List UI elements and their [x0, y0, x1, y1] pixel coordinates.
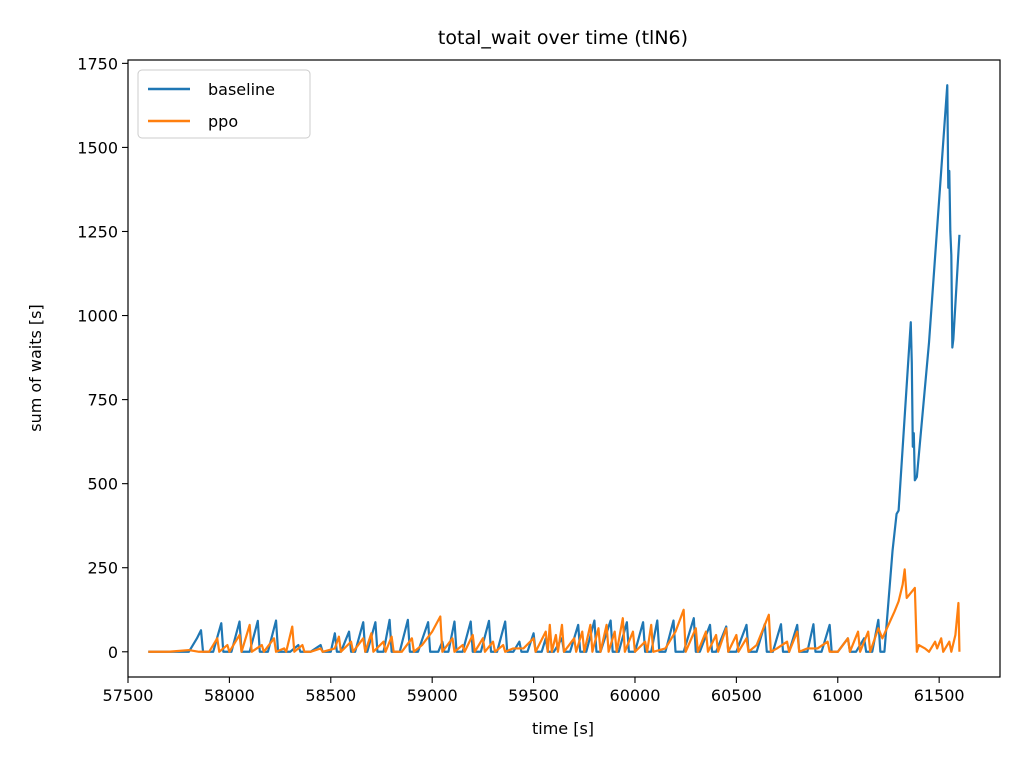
x-tick-label: 58500 — [305, 686, 356, 705]
x-tick-label: 59000 — [407, 686, 458, 705]
x-tick-label: 61000 — [812, 686, 863, 705]
legend-label-baseline: baseline — [208, 80, 275, 99]
x-tick-label: 58000 — [204, 686, 255, 705]
x-tick-label: 57500 — [103, 686, 154, 705]
y-axis-title: sum of waits [s] — [26, 304, 45, 432]
y-tick-label: 750 — [87, 391, 118, 410]
y-tick-label: 500 — [87, 475, 118, 494]
y-tick-label: 1250 — [77, 222, 118, 241]
x-axis-title: time [s] — [532, 719, 594, 738]
y-tick-label: 1500 — [77, 138, 118, 157]
y-tick-label: 1000 — [77, 307, 118, 326]
plot-area — [127, 59, 1001, 678]
legend: baseline ppo — [137, 69, 311, 139]
y-axis: 0 250 500 750 1000 1250 1500 1750 — [77, 54, 128, 662]
series-line-ppo — [148, 568, 961, 653]
x-tick-label: 59500 — [508, 686, 559, 705]
chart-title: total_wait over time (tlN6) — [438, 27, 688, 49]
y-tick-label: 1750 — [77, 54, 118, 73]
x-tick-label: 61500 — [914, 686, 965, 705]
y-tick-label: 0 — [108, 643, 118, 662]
x-axis: 57500 58000 58500 59000 59500 60000 60500 61000… — [103, 677, 965, 705]
series-layer — [148, 84, 961, 653]
x-tick-label: 60000 — [610, 686, 661, 705]
y-tick-label: 250 — [87, 559, 118, 578]
x-tick-label: 60500 — [711, 686, 762, 705]
plot-frame — [127, 59, 1001, 678]
legend-label-ppo: ppo — [208, 112, 238, 131]
